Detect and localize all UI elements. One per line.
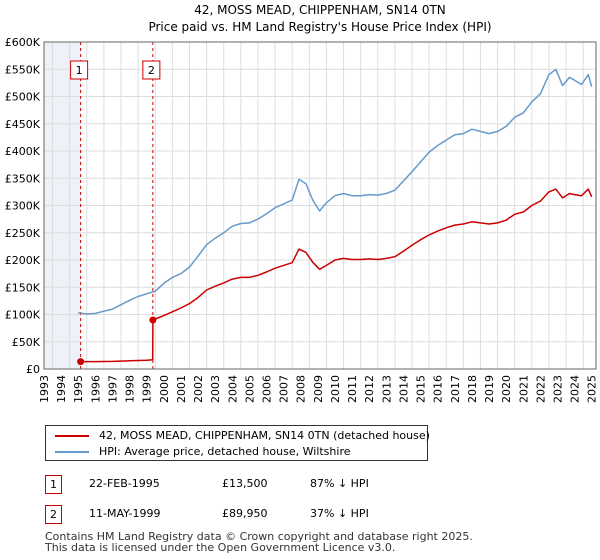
x-tick-label: 2006: [261, 375, 274, 403]
price-chart: 42, MOSS MEAD, CHIPPENHAM, SN14 0TN Pric…: [5, 3, 600, 403]
x-tick-label: 2022: [534, 375, 547, 403]
y-tick-label: £500K: [5, 91, 41, 104]
transaction-price: £89,950: [222, 507, 268, 520]
transaction-date: 11-MAY-1999: [89, 507, 161, 520]
x-tick-label: 1998: [124, 375, 137, 403]
chart-title: 42, MOSS MEAD, CHIPPENHAM, SN14 0TN: [194, 3, 446, 17]
transaction-label-box: [70, 60, 89, 80]
x-tick-label: 2009: [312, 375, 325, 403]
transaction-point: [149, 316, 157, 324]
transaction-hpi-diff: 37% ↓ HPI: [310, 507, 369, 520]
x-tick-label: 2002: [192, 375, 205, 403]
x-tick-label: 2001: [175, 375, 188, 403]
legend-price-swatch: [55, 435, 89, 437]
y-tick-label: £350K: [5, 172, 41, 185]
x-tick-label: 2013: [380, 375, 393, 403]
y-tick-label: £150K: [5, 281, 41, 294]
y-tick-label: £400K: [5, 145, 41, 158]
x-tick-label: 1997: [106, 375, 119, 403]
x-tick-label: 2024: [569, 375, 582, 403]
x-tick-label: 1996: [89, 375, 102, 403]
x-tick-label: 2023: [551, 375, 564, 403]
chart-subtitle: Price paid vs. HM Land Registry's House …: [148, 20, 491, 34]
x-tick-label: 2007: [278, 375, 291, 403]
x-tick-label: 2017: [449, 375, 462, 403]
x-tick-label: 2025: [586, 375, 599, 403]
legend-hpi-swatch: [55, 451, 89, 453]
x-tick-label: 2003: [209, 375, 222, 403]
x-tick-label: 2012: [363, 375, 376, 403]
transaction-label-box: [142, 60, 161, 80]
transaction-hpi-diff: 87% ↓ HPI: [310, 477, 369, 490]
x-tick-label: 2004: [226, 375, 239, 403]
x-tick-label: 2019: [483, 375, 496, 403]
y-tick-label: £600K: [5, 36, 41, 49]
transaction-price: £13,500: [222, 477, 268, 490]
legend: 42, MOSS MEAD, CHIPPENHAM, SN14 0TN (det…: [45, 425, 430, 461]
y-tick-label: £550K: [5, 63, 41, 76]
transaction-badge: 2: [45, 505, 62, 524]
x-tick-label: 2020: [500, 375, 513, 403]
y-tick-label: £450K: [5, 118, 41, 131]
x-tick-label: 2005: [243, 375, 256, 403]
transaction-badge: 1: [45, 475, 62, 494]
x-tick-label: 2016: [432, 375, 445, 403]
footer: Contains HM Land Registry data © Crown c…: [45, 531, 473, 553]
x-tick-label: 2008: [295, 375, 308, 403]
hpi-line: [78, 68, 593, 315]
x-tick-label: 2011: [346, 375, 359, 403]
legend-hpi-label: HPI: Average price, detached house, Wilt…: [99, 445, 351, 458]
x-tick-label: 1999: [141, 375, 154, 403]
plot-frame: [43, 41, 597, 370]
transaction-label: 2: [148, 64, 155, 77]
y-tick-label: £50K: [12, 336, 41, 349]
transaction-point: [77, 358, 85, 366]
footer-licence: This data is licensed under the Open Gov…: [45, 541, 396, 554]
x-tick-label: 2015: [415, 375, 428, 403]
x-tick-label: 1993: [38, 375, 51, 403]
y-tick-label: £200K: [5, 254, 41, 267]
y-tick-label: £300K: [5, 200, 41, 213]
x-tick-label: 2010: [329, 375, 342, 403]
x-tick-label: 2021: [517, 375, 530, 403]
y-tick-label: £100K: [5, 309, 41, 322]
x-tick-label: 1994: [55, 375, 68, 403]
y-tick-label: £0: [26, 363, 40, 376]
footer-copyright: Contains HM Land Registry data © Crown c…: [45, 530, 473, 543]
y-tick-label: £250K: [5, 227, 41, 240]
transaction-label: 1: [76, 64, 83, 77]
x-tick-label: 2014: [397, 375, 410, 403]
x-tick-label: 2018: [466, 375, 479, 403]
transaction-date: 22-FEB-1995: [89, 477, 160, 490]
legend-price-label: 42, MOSS MEAD, CHIPPENHAM, SN14 0TN (det…: [99, 429, 430, 442]
x-tick-label: 1995: [72, 375, 85, 403]
x-tick-label: 2000: [158, 375, 171, 403]
price-line: [80, 188, 593, 363]
